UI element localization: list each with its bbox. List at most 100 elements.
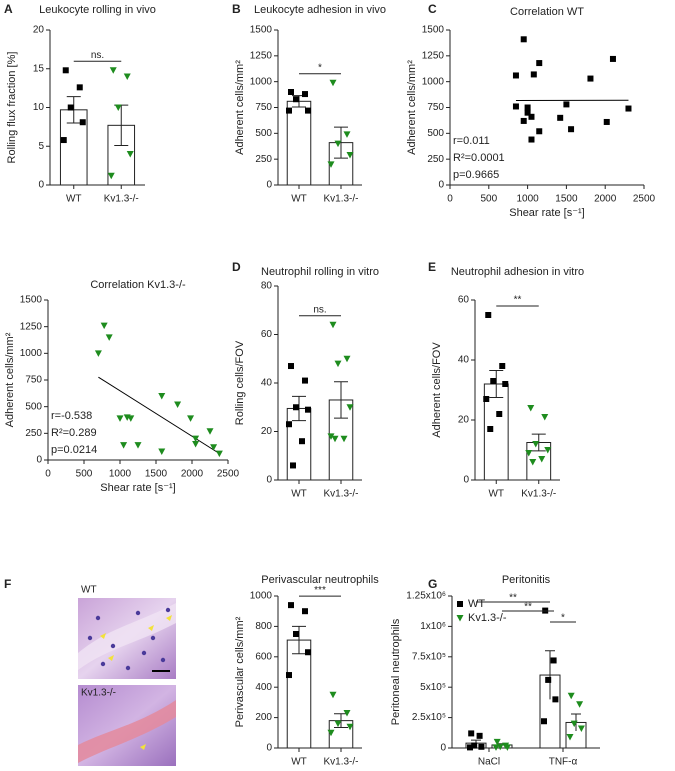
panel-letter: F: [4, 577, 11, 591]
arrowhead: [148, 625, 154, 631]
y-axis-label: Adherent cells/mm²: [406, 60, 418, 155]
point: [192, 441, 200, 448]
bar: [286, 100, 312, 186]
stat-label: R²=0.289: [51, 427, 97, 439]
y-tick-label: 40: [261, 378, 273, 389]
point: [67, 104, 74, 111]
x-tick-label: NaCl: [478, 757, 500, 768]
point: [487, 426, 494, 432]
point: [545, 676, 552, 683]
y-tick-label: 1x10⁶: [420, 621, 446, 632]
panel-title: Neutrophil adhesion in vitro: [451, 266, 584, 278]
arrowhead: [140, 744, 146, 750]
x-tick-label: 1000: [109, 469, 132, 480]
arrowhead: [166, 615, 172, 621]
point: [123, 73, 131, 80]
point: [79, 119, 86, 126]
x-axis-label: Shear rate [s⁻¹]: [509, 207, 585, 219]
significance-label: **: [509, 593, 517, 604]
y-tick-label: 5x10⁵: [420, 682, 446, 693]
vessel: [78, 700, 176, 763]
point: [483, 396, 490, 402]
x-tick-label: WT: [291, 194, 307, 205]
point: [566, 734, 574, 741]
point: [343, 355, 351, 363]
point: [116, 415, 124, 422]
vessel: [78, 603, 176, 670]
point: [288, 89, 294, 95]
point: [576, 701, 584, 708]
point: [334, 140, 342, 148]
point: [525, 450, 533, 457]
y-tick-label: 20: [261, 426, 273, 437]
point: [496, 411, 503, 417]
point: [331, 435, 339, 443]
point: [346, 723, 354, 731]
x-tick-label: WT: [291, 757, 307, 768]
x-tick-label: Kv1.3-/-: [323, 757, 358, 768]
point: [567, 692, 575, 700]
point: [512, 103, 519, 110]
y-tick-label: 1.25x10⁶: [406, 591, 446, 602]
y-tick-label: 500: [427, 128, 444, 139]
point: [346, 404, 354, 411]
point: [552, 696, 559, 703]
error-bar: [292, 625, 306, 655]
legend-label: Kv1.3-/-: [468, 612, 507, 624]
point: [577, 725, 585, 733]
x-tick-label: Kv1.3-/-: [104, 194, 139, 205]
point: [603, 118, 610, 125]
point: [293, 404, 299, 411]
point: [120, 442, 128, 449]
panel-title: Correlation Kv1.3-/-: [90, 279, 186, 291]
panel-title: Peritonitis: [502, 574, 551, 586]
y-tick-label: 1500: [422, 25, 445, 36]
x-tick-label: 2500: [217, 469, 240, 480]
x-tick-label: WT: [291, 489, 307, 500]
stat-label: r=-0.538: [51, 410, 92, 422]
y-tick-label: 800: [255, 621, 272, 632]
nucleus: [110, 643, 116, 649]
point: [293, 96, 299, 103]
panel-title: Perivascular neutrophils: [261, 574, 379, 586]
y-axis-label: Adherent cells/FOV: [431, 342, 443, 438]
point: [109, 67, 117, 74]
stat-label: p=0.9665: [453, 169, 499, 181]
y-tick-label: 1000: [250, 591, 273, 602]
point: [343, 131, 351, 138]
y-tick-label: 0: [440, 743, 446, 754]
nucleus: [141, 650, 147, 656]
error-bar: [545, 650, 555, 700]
point: [530, 71, 537, 78]
point: [286, 672, 292, 679]
significance-label: ns.: [313, 304, 326, 315]
point: [520, 36, 527, 43]
point: [210, 444, 218, 451]
point: [76, 84, 83, 91]
y-tick-label: 1250: [422, 50, 445, 61]
y-tick-label: 250: [255, 154, 272, 165]
nucleus: [135, 610, 141, 616]
point: [334, 720, 342, 728]
point: [305, 107, 311, 114]
point: [478, 743, 485, 750]
point: [329, 79, 337, 87]
panel-title: Neutrophil rolling in vitro: [261, 266, 379, 278]
point: [609, 55, 616, 62]
point: [62, 67, 69, 74]
point: [288, 602, 294, 609]
nucleus: [87, 635, 93, 641]
y-tick-label: 0: [463, 475, 469, 486]
point: [587, 75, 594, 82]
y-tick-label: 0: [266, 475, 272, 486]
x-axis-label: Shear rate [s⁻¹]: [100, 482, 176, 494]
x-tick-label: 1500: [145, 469, 168, 480]
point: [215, 450, 223, 458]
point: [329, 691, 337, 699]
image-label: Kv1.3-/-: [81, 688, 116, 699]
x-tick-label: 0: [447, 194, 453, 205]
y-tick-label: 1500: [20, 295, 43, 306]
panel-letter: G: [428, 577, 437, 591]
image-label: WT: [81, 585, 97, 596]
